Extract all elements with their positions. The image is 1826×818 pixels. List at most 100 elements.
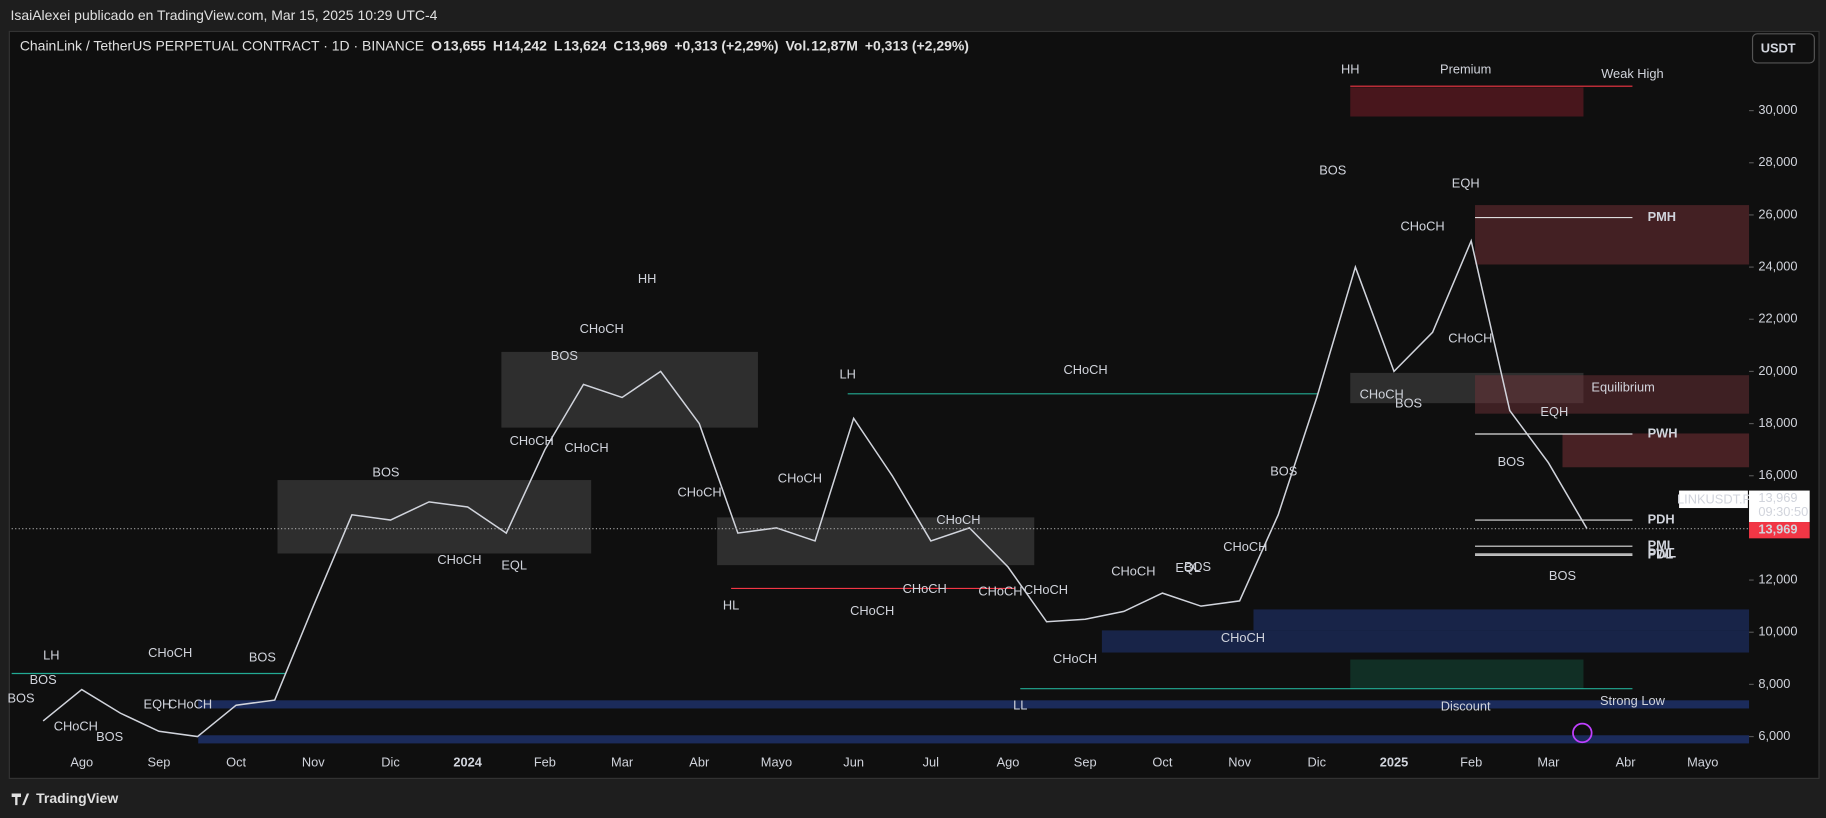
publisher-line: IsaiAlexei publicado en TradingView.com,…: [10, 7, 437, 23]
annotation: CHoCH: [1448, 330, 1492, 345]
zone: [1475, 205, 1750, 265]
price-tag-box: [1749, 522, 1810, 539]
annotation: LH: [43, 647, 59, 662]
level-label: PWL: [1648, 545, 1677, 560]
legend-text: C: [613, 37, 623, 53]
annotation: LL: [1013, 698, 1027, 713]
x-tick-label: Dic: [1308, 755, 1327, 770]
legend-text: 13,969: [625, 37, 668, 53]
brand-logo: [11, 793, 30, 806]
annotation: CHoCH: [1360, 386, 1404, 401]
brand: TradingView: [36, 790, 118, 806]
annotation: BOS: [1395, 396, 1422, 411]
y-tick-label: 26,000: [1758, 206, 1797, 221]
legend-text: Vol.: [786, 37, 811, 53]
y-tick-label: 28,000: [1758, 154, 1797, 169]
annotation: BOS: [30, 672, 57, 687]
level-label: PDH: [1648, 511, 1675, 526]
legend-text: +0,313 (+2,29%): [674, 37, 778, 53]
annotation: Equilibrium: [1591, 379, 1654, 394]
annotation: CHoCH: [564, 440, 608, 455]
price-line: [42, 238, 1588, 738]
annotation: Weak High: [1601, 66, 1663, 81]
annotation: BOS: [249, 650, 276, 665]
annotation: CHoCH: [1063, 362, 1107, 377]
x-tick-label: Nov: [1228, 755, 1251, 770]
annotation: BOS: [1549, 568, 1576, 583]
countdown-box: [1749, 490, 1810, 523]
level-label: PWH: [1648, 425, 1678, 440]
x-tick-label: Mayo: [761, 755, 792, 770]
x-tick-label: Nov: [302, 755, 325, 770]
x-tick-label: Oct: [1152, 755, 1172, 770]
x-tick-label: Feb: [534, 755, 556, 770]
zone: [198, 735, 1750, 744]
annotation: EQL: [501, 558, 527, 573]
annotation: BOS: [1498, 454, 1525, 469]
price-tag: 13,969: [1758, 522, 1797, 537]
level-label: PMH: [1648, 209, 1676, 224]
y-tick-label: 24,000: [1758, 258, 1797, 273]
annotation: HL: [723, 597, 739, 612]
zone: [501, 351, 758, 428]
x-tick-label: Mar: [611, 755, 634, 770]
zone: [717, 517, 1035, 566]
annotation: BOS: [7, 691, 34, 706]
annotation: CHoCH: [778, 470, 822, 485]
legend-text: 13,655: [443, 37, 486, 53]
annotation: EQL: [1175, 560, 1201, 575]
countdown: 09:30:50: [1758, 504, 1808, 519]
zone: [1475, 375, 1750, 414]
legend-text: H: [493, 37, 503, 53]
currency-button-label: USDT: [1761, 40, 1796, 55]
zone: [1101, 630, 1750, 653]
zone: [1253, 609, 1750, 631]
annotation: CHoCH: [850, 603, 894, 618]
y-tick-label: 8,000: [1758, 676, 1790, 691]
annotation: Discount: [1441, 699, 1491, 714]
alert-icon: [1572, 722, 1593, 744]
annotation: CHoCH: [437, 552, 481, 567]
legend-text: O: [431, 37, 442, 53]
annotation: EQH: [144, 696, 172, 711]
annotation: Strong Low: [1600, 693, 1666, 708]
zone: [1562, 433, 1750, 468]
annotation: BOS: [372, 464, 399, 479]
annotation: Premium: [1440, 61, 1491, 76]
last-price-white: 13,969: [1758, 490, 1797, 505]
annotation: BOS: [1184, 559, 1211, 574]
y-tick-label: 30,000: [1758, 102, 1797, 117]
legend-text: L: [554, 37, 563, 53]
x-tick-label: 2025: [1380, 755, 1409, 770]
y-tick-label: 22,000: [1758, 311, 1797, 326]
y-tick-label: 12,000: [1758, 571, 1797, 586]
symbol-tag: LINKUSDT.P: [1677, 491, 1751, 506]
x-tick-label: Ago: [997, 755, 1020, 770]
x-tick-label: Jul: [923, 755, 939, 770]
x-tick-label: Feb: [1460, 755, 1482, 770]
y-tick-label: 20,000: [1758, 363, 1797, 378]
y-tick-label: 18,000: [1758, 415, 1797, 430]
level-label: PML: [1648, 538, 1675, 553]
legend-text: 14,242: [504, 37, 547, 53]
legend-text: 13,624: [564, 37, 607, 53]
annotation: BOS: [551, 348, 578, 363]
y-tick-label: 10,000: [1758, 624, 1797, 639]
x-tick-label: Sep: [1074, 755, 1097, 770]
annotation: HH: [1341, 61, 1360, 76]
annotation: CHoCH: [168, 696, 212, 711]
x-tick-label: Abr: [689, 755, 710, 770]
annotation: CHoCH: [1223, 539, 1267, 554]
annotation: CHoCH: [1024, 582, 1068, 597]
annotation: BOS: [96, 729, 123, 744]
currency-button: [1751, 33, 1815, 64]
level-label: PDL: [1648, 547, 1674, 562]
annotation: CHoCH: [978, 583, 1022, 598]
annotation: LH: [840, 367, 856, 382]
legend-text: ChainLink / TetherUS PERPETUAL CONTRACT …: [20, 37, 424, 53]
x-tick-label: Sep: [148, 755, 171, 770]
annotation: CHoCH: [1400, 219, 1444, 234]
zone: [277, 480, 592, 554]
symbol-tag-box: [1679, 490, 1748, 509]
